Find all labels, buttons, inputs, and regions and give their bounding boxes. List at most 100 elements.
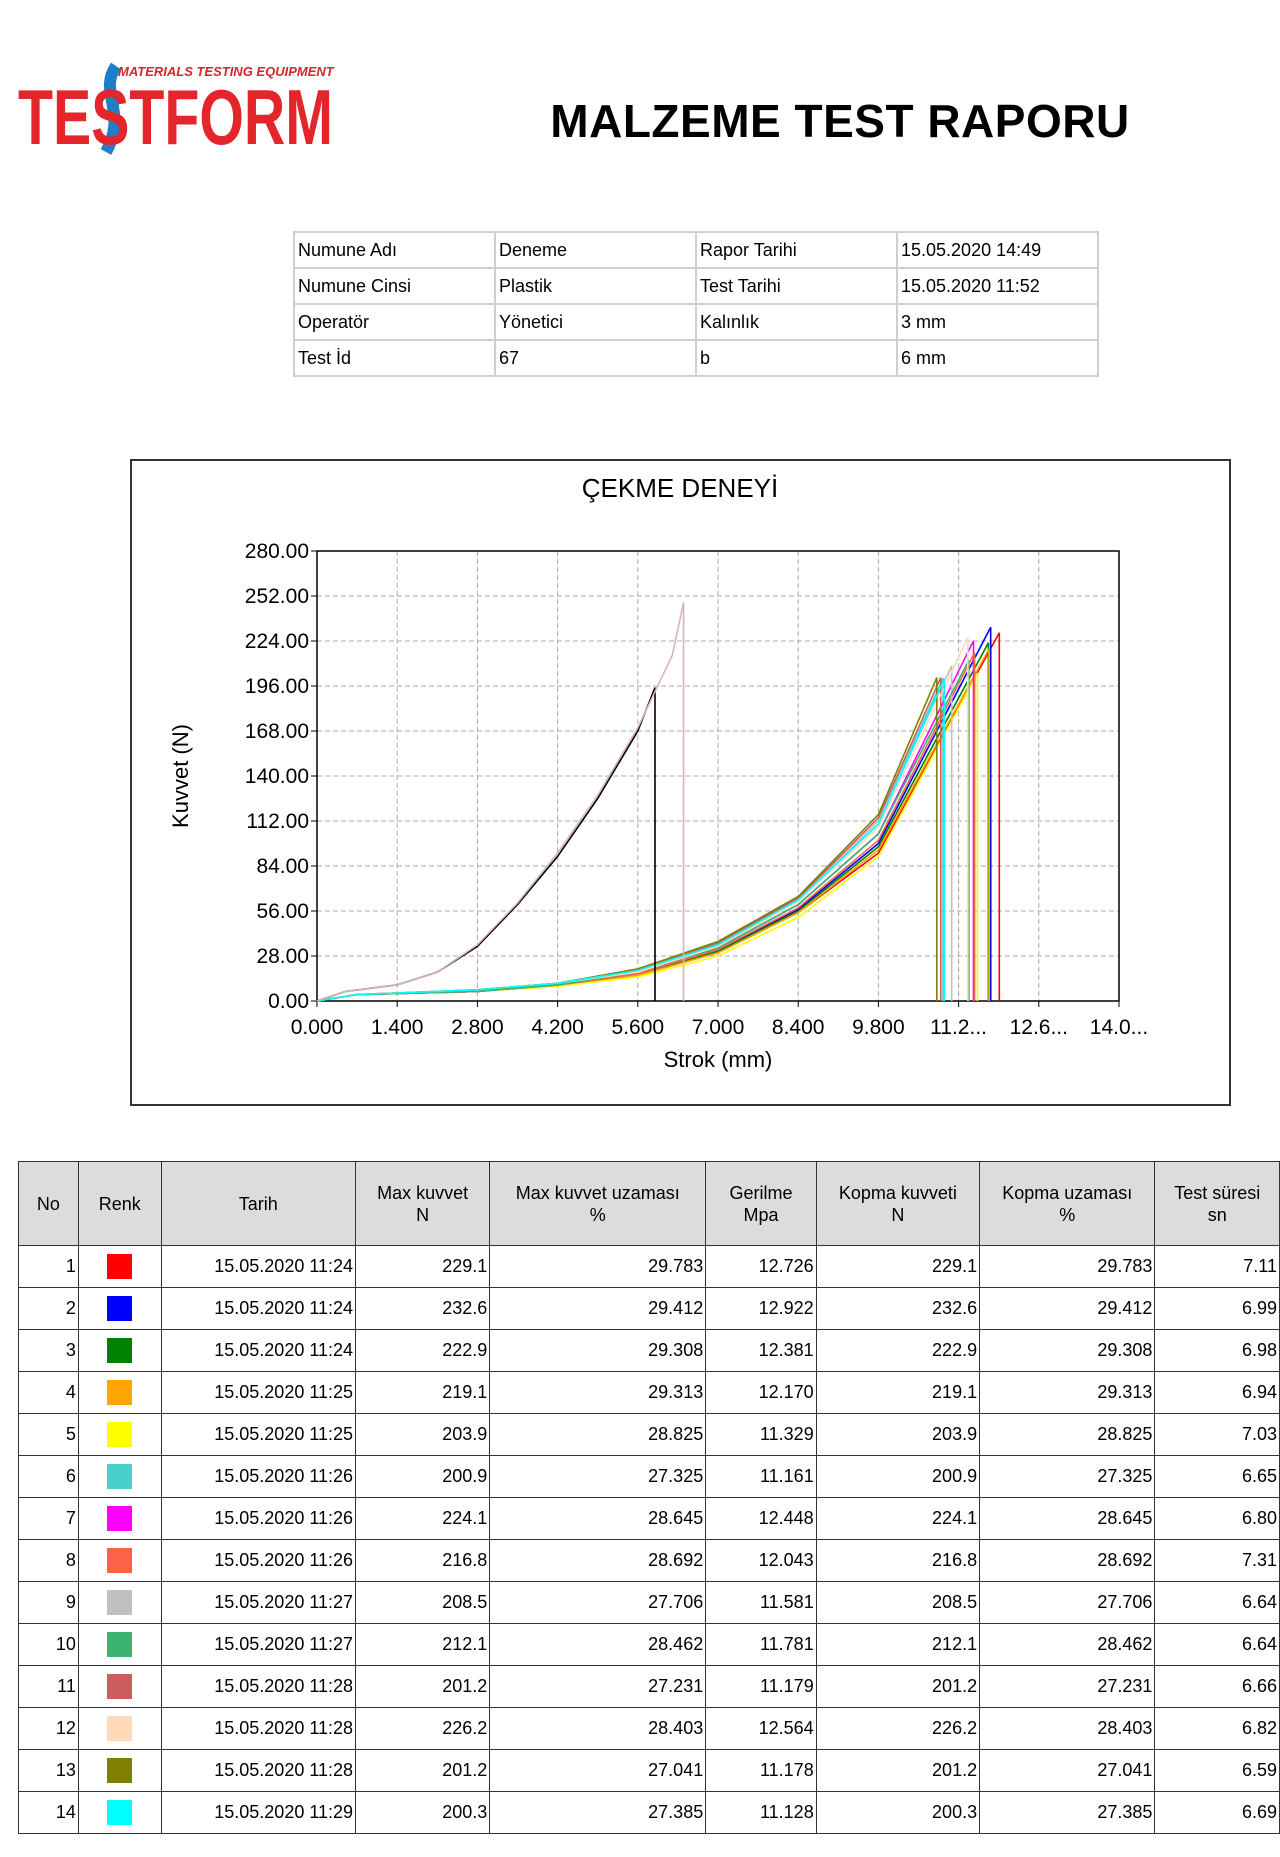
y-tick-label: 252.00 — [245, 585, 309, 608]
results-cell: 7 — [18, 1497, 79, 1540]
results-cell: 28.825 — [979, 1413, 1156, 1456]
results-cell: 11.179 — [705, 1665, 817, 1708]
data-line — [316, 677, 942, 1002]
results-row: 9 15.05.2020 11:27 208.5 27.706 11.581 208.5 2… — [18, 1581, 1280, 1624]
x-tick-label: 9.800 — [852, 1016, 905, 1039]
results-cell: 15.05.2020 11:26 — [160, 1497, 357, 1540]
results-cell: 12 — [18, 1707, 79, 1750]
results-cell: 203.9 — [815, 1413, 981, 1456]
results-cell: 12.170 — [705, 1371, 817, 1414]
results-header-cell: Gerilme Mpa — [705, 1161, 817, 1246]
results-row: 1 15.05.2020 11:24 229.1 29.783 12.726 229.1 2… — [18, 1245, 1280, 1288]
results-cell: 15.05.2020 11:25 — [160, 1371, 357, 1414]
results-cell: 15.05.2020 11:25 — [160, 1413, 357, 1456]
header-text: Kopma uzaması — [1002, 1182, 1133, 1203]
results-cell: 27.325 — [979, 1455, 1156, 1498]
results-row: 13 15.05.2020 11:28 201.2 27.041 11.178 201.2… — [18, 1749, 1280, 1792]
results-cell: 28.462 — [489, 1623, 707, 1666]
info-row: Numune Cinsi Plastik Test Tarihi 15.05.2020… — [293, 267, 1099, 305]
x-tick-label: 4.200 — [531, 1016, 584, 1039]
header-text: N — [416, 1204, 430, 1225]
results-cell: 212.1 — [815, 1623, 981, 1666]
info-cell: 6 mm — [896, 339, 1099, 377]
info-cell: Plastik — [494, 267, 697, 305]
results-cell: 27.231 — [979, 1665, 1156, 1708]
results-cell: 201.2 — [815, 1749, 981, 1792]
color-cell — [77, 1581, 162, 1624]
results-cell: 12.564 — [705, 1707, 817, 1750]
results-cell: 6.66 — [1154, 1665, 1280, 1708]
results-cell: 12.043 — [705, 1539, 817, 1582]
results-cell: 200.9 — [355, 1455, 491, 1498]
results-cell: 208.5 — [355, 1581, 491, 1624]
results-cell: 203.9 — [355, 1413, 491, 1456]
results-cell: 6 — [18, 1455, 79, 1498]
results-cell: 15.05.2020 11:28 — [160, 1749, 357, 1792]
header-text: Renk — [98, 1193, 141, 1214]
info-cell: Numune Adı — [293, 231, 496, 269]
color-cell — [77, 1539, 162, 1582]
color-cell — [77, 1707, 162, 1750]
results-cell: 200.3 — [815, 1791, 981, 1834]
x-tick-label: 7.000 — [692, 1016, 745, 1039]
results-cell: 15.05.2020 11:26 — [160, 1455, 357, 1498]
results-cell: 12.922 — [705, 1287, 817, 1330]
results-header-cell: Kopma kuvveti N — [815, 1161, 981, 1246]
color-cell — [77, 1413, 162, 1456]
results-cell: 6.69 — [1154, 1791, 1280, 1834]
results-cell: 12.726 — [705, 1245, 817, 1288]
results-cell: 216.8 — [355, 1539, 491, 1582]
info-row: Test İd 67 b 6 mm — [293, 339, 1099, 377]
results-table: No Renk Tarih Max kuvvet N Max kuvvet uzaması… — [18, 1161, 1280, 1834]
results-cell: 200.9 — [815, 1455, 981, 1498]
y-tick-label: 196.00 — [245, 675, 309, 698]
results-row: 2 15.05.2020 11:24 232.6 29.412 12.922 232.6 2… — [18, 1287, 1280, 1330]
results-cell: 219.1 — [815, 1371, 981, 1414]
results-row: 14 15.05.2020 11:29 200.3 27.385 11.128 200.3… — [18, 1791, 1280, 1834]
color-cell — [77, 1287, 162, 1330]
results-cell: 216.8 — [815, 1539, 981, 1582]
results-cell: 219.1 — [355, 1371, 491, 1414]
results-cell: 8 — [18, 1539, 79, 1582]
color-swatch — [107, 1296, 133, 1321]
results-row: 8 15.05.2020 11:26 216.8 28.692 12.043 216.8 2… — [18, 1539, 1280, 1582]
results-cell: 15.05.2020 11:24 — [160, 1329, 357, 1372]
results-row: 12 15.05.2020 11:28 226.2 28.403 12.564 226.2… — [18, 1707, 1280, 1750]
info-cell: Rapor Tarihi — [695, 231, 898, 269]
results-cell: 3 — [18, 1329, 79, 1372]
results-cell: 28.645 — [979, 1497, 1156, 1540]
color-swatch — [107, 1254, 133, 1279]
results-cell: 27.041 — [489, 1749, 707, 1792]
color-cell — [77, 1329, 162, 1372]
results-cell: 29.412 — [979, 1287, 1156, 1330]
results-cell: 15.05.2020 11:28 — [160, 1665, 357, 1708]
color-swatch — [107, 1800, 133, 1825]
results-cell: 15.05.2020 11:24 — [160, 1245, 357, 1288]
info-cell: 15.05.2020 11:52 — [896, 267, 1099, 305]
header-text: sn — [1207, 1204, 1227, 1225]
y-tick-label: 0.00 — [268, 990, 309, 1013]
logo-swoosh — [100, 62, 122, 155]
data-line — [316, 677, 938, 1002]
results-cell: 29.412 — [489, 1287, 707, 1330]
results-cell: 11.581 — [705, 1581, 817, 1624]
info-row: Numune Adı Deneme Rapor Tarihi 15.05.2020 1… — [293, 231, 1099, 269]
logo-subtitle: MATERIALS TESTING EQUIPMENT — [118, 64, 335, 79]
results-cell: 29.783 — [489, 1245, 707, 1288]
color-cell — [77, 1455, 162, 1498]
color-swatch — [107, 1380, 133, 1405]
info-cell: b — [695, 339, 898, 377]
header-text: Max kuvvet uzaması — [515, 1182, 680, 1203]
x-tick-label: 14.0... — [1090, 1016, 1148, 1039]
y-tick-label: 28.00 — [256, 945, 309, 968]
chart-title: ÇEKME DENEYİ — [582, 473, 779, 503]
results-cell: 201.2 — [815, 1665, 981, 1708]
results-cell: 27.325 — [489, 1455, 707, 1498]
results-cell: 28.645 — [489, 1497, 707, 1540]
results-row: 6 15.05.2020 11:26 200.9 27.325 11.161 200.9 2… — [18, 1455, 1280, 1498]
results-row: 10 15.05.2020 11:27 212.1 28.462 11.781 212.1… — [18, 1623, 1280, 1666]
results-cell: 222.9 — [815, 1329, 981, 1372]
results-cell: 11.178 — [705, 1749, 817, 1792]
results-cell: 6.80 — [1154, 1497, 1280, 1540]
